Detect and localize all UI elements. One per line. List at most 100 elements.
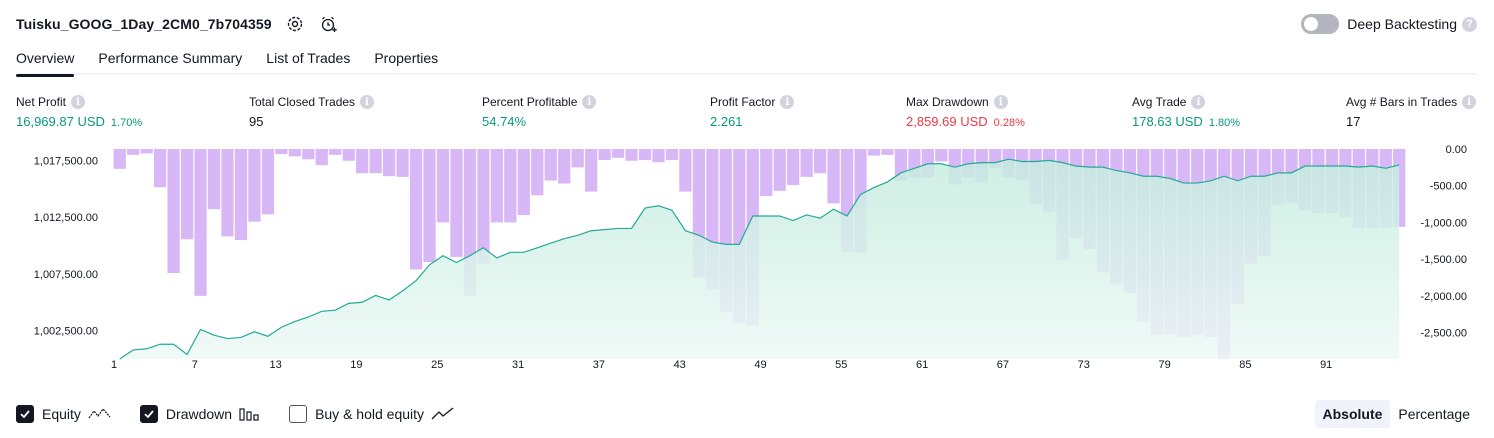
drawdown-bar bbox=[396, 149, 409, 177]
drawdown-bar bbox=[625, 149, 638, 161]
alarm-clock-plus-icon bbox=[321, 16, 337, 32]
trend-line-icon bbox=[431, 406, 455, 422]
drawdown-bar bbox=[679, 149, 692, 192]
drawdown-bar bbox=[221, 149, 234, 237]
metric-avg-trade: Avg Trade i 178.63 USD 1.80% bbox=[1132, 94, 1240, 130]
right-axis-tick-label: -1,000.00 bbox=[1421, 217, 1467, 229]
metric-value: 95 bbox=[249, 114, 264, 129]
equity-drawdown-chart[interactable]: 1,017,500.00 1,012,500.00 1,007,500.00 1,00… bbox=[0, 138, 1494, 370]
drawdown-bar bbox=[382, 149, 396, 177]
right-axis-tick-label: -2,500.00 bbox=[1421, 328, 1467, 340]
metric-sub-value: 0.28% bbox=[993, 117, 1025, 129]
drawdown-bar bbox=[517, 149, 530, 216]
left-axis-tick-label: 1,012,500.00 bbox=[34, 212, 98, 224]
deep-backtesting: Deep Backtesting ? bbox=[1301, 13, 1477, 35]
legend-equity[interactable]: Equity bbox=[16, 405, 112, 423]
equity-line bbox=[119, 158, 1400, 360]
x-axis-tick-label: 67 bbox=[997, 359, 1009, 370]
x-axis-tick-label: 7 bbox=[192, 359, 198, 370]
drawdown-bar bbox=[329, 149, 342, 155]
deep-backtesting-toggle[interactable] bbox=[1301, 14, 1340, 34]
info-icon[interactable]: i bbox=[780, 95, 795, 109]
drawdown-bar bbox=[935, 149, 948, 162]
drawdown-bar bbox=[827, 149, 840, 204]
drawdown-bar bbox=[356, 149, 369, 174]
x-axis-tick-label: 1 bbox=[111, 359, 117, 370]
tab-overview[interactable]: Overview bbox=[16, 42, 75, 77]
drawdown-bar bbox=[760, 149, 773, 196]
drawdown-bar bbox=[409, 149, 423, 270]
drawdown-bar bbox=[881, 149, 894, 155]
drawdown-bar bbox=[180, 149, 194, 240]
legend-label: Drawdown bbox=[165, 406, 233, 422]
legend-drawdown[interactable]: Drawdown bbox=[139, 405, 261, 423]
metric-percent-profitable: Percent Profitable i 54.74% bbox=[482, 94, 597, 130]
drawdown-bar bbox=[531, 149, 544, 196]
help-icon[interactable]: ? bbox=[1462, 16, 1477, 32]
drawdown-bar bbox=[275, 149, 288, 155]
drawdown-bar bbox=[598, 149, 611, 161]
strategy-title: Tuisku_GOOG_1Day_2CM0_7b704359 bbox=[16, 16, 272, 32]
drawdown-bar bbox=[342, 149, 355, 161]
drawdown-bar bbox=[638, 149, 652, 161]
info-icon[interactable]: i bbox=[1462, 95, 1477, 109]
report-tabs: Overview Performance Summary List of Tra… bbox=[16, 42, 1477, 77]
bar-chart-icon bbox=[239, 406, 261, 422]
drawdown-bar bbox=[234, 149, 248, 241]
settings-button[interactable] bbox=[284, 13, 306, 35]
legend-buy-hold[interactable]: Buy & hold equity bbox=[289, 405, 455, 423]
tab-properties[interactable]: Properties bbox=[374, 50, 439, 66]
metric-total-closed-trades: Total Closed Trades i 95 bbox=[249, 94, 375, 130]
legend-label: Buy & hold equity bbox=[315, 406, 425, 422]
add-alert-button[interactable] bbox=[318, 13, 340, 35]
drawdown-bar bbox=[585, 149, 598, 192]
tab-list-of-trades[interactable]: List of Trades bbox=[266, 50, 351, 66]
absolute-button[interactable]: Absolute bbox=[1314, 400, 1391, 428]
metric-value: 17 bbox=[1346, 114, 1361, 129]
x-axis-tick-label: 79 bbox=[1158, 359, 1170, 370]
x-axis-tick-label: 49 bbox=[754, 359, 766, 370]
drawdown-bar bbox=[207, 149, 221, 210]
info-icon[interactable]: i bbox=[360, 95, 375, 109]
x-axis-tick-label: 43 bbox=[674, 359, 686, 370]
x-axis-tick-label: 37 bbox=[593, 359, 605, 370]
x-axis-tick-label: 13 bbox=[269, 359, 281, 370]
check-icon bbox=[20, 410, 30, 419]
info-icon[interactable]: i bbox=[71, 95, 86, 109]
drawdown-bar bbox=[127, 149, 140, 155]
right-axis-tick-label: -2,000.00 bbox=[1421, 291, 1467, 303]
drawdown-bar bbox=[288, 149, 301, 157]
drawdown-bar bbox=[248, 149, 261, 222]
drawdown-bar bbox=[261, 149, 275, 215]
info-icon[interactable]: i bbox=[993, 95, 1008, 109]
drawdown-bar bbox=[477, 149, 490, 264]
x-axis-tick-label: 85 bbox=[1239, 359, 1251, 370]
right-axis-tick-label: 0.00 bbox=[1446, 144, 1467, 156]
equity-checkbox[interactable] bbox=[16, 405, 34, 423]
x-axis-tick-label: 91 bbox=[1320, 359, 1332, 370]
drawdown-bar bbox=[436, 149, 450, 223]
drawdown-bar bbox=[867, 149, 881, 156]
toggle-knob bbox=[1304, 17, 1319, 31]
drawdown-bar bbox=[113, 149, 126, 169]
tab-performance-summary[interactable]: Performance Summary bbox=[98, 50, 243, 66]
metric-avg-bars: Avg # Bars in Trades i 17 bbox=[1346, 94, 1477, 130]
metric-value: 2.261 bbox=[710, 114, 743, 129]
info-icon[interactable]: i bbox=[582, 95, 597, 109]
info-icon[interactable]: i bbox=[1191, 95, 1206, 109]
drawdown-bar bbox=[140, 149, 153, 154]
drawdown-bar bbox=[315, 149, 328, 166]
metric-label: Avg # Bars in Trades bbox=[1346, 95, 1458, 109]
line-chart-icon bbox=[88, 406, 112, 422]
percentage-button[interactable]: Percentage bbox=[1398, 406, 1470, 422]
drawdown-bar bbox=[652, 149, 665, 163]
metric-sub-value: 1.70% bbox=[110, 117, 143, 129]
gear-icon bbox=[287, 16, 302, 32]
drawdown-checkbox[interactable] bbox=[139, 405, 158, 423]
buy-hold-checkbox[interactable] bbox=[289, 405, 308, 423]
drawdown-bar bbox=[369, 149, 382, 174]
metric-profit-factor: Profit Factor i 2.261 bbox=[710, 94, 795, 130]
left-axis-tick-label: 1,007,500.00 bbox=[34, 269, 98, 281]
metric-value: 178.63 USD bbox=[1132, 114, 1203, 129]
metric-label: Net Profit bbox=[16, 95, 67, 109]
